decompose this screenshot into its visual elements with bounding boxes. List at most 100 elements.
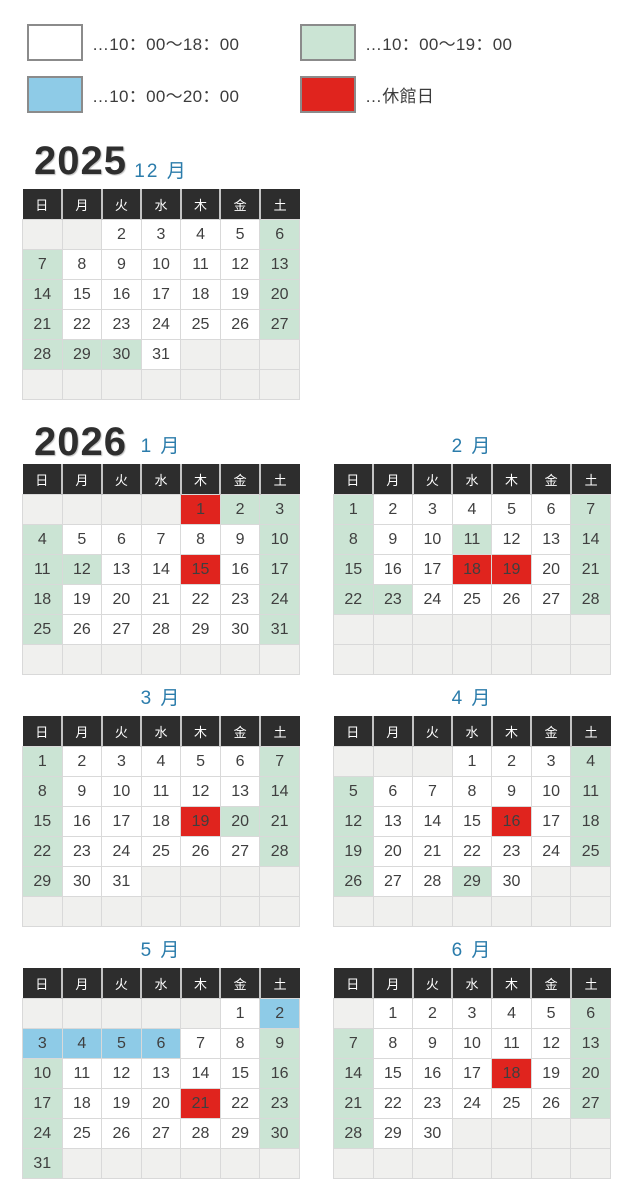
- day-open-19: 8: [333, 524, 374, 555]
- day-open-18: 2: [412, 998, 453, 1029]
- day-open-18: 2: [491, 746, 532, 777]
- day-open-19: 28: [570, 584, 611, 615]
- day-open-18: 3: [101, 746, 142, 777]
- empty-cell: [372, 746, 414, 777]
- day-open-19: 12: [333, 806, 374, 837]
- day-open-18: 11: [491, 1028, 532, 1059]
- day-open-18: 8: [61, 249, 103, 280]
- day-open-18: 16: [372, 554, 414, 585]
- day-open-19: 16: [259, 1058, 300, 1089]
- empty-cell: [61, 219, 103, 250]
- day-open-18: 14: [412, 806, 453, 837]
- day-open-18: 19: [61, 584, 103, 615]
- weekday-header: 土: [569, 968, 611, 999]
- weekday-header: 金: [219, 464, 260, 495]
- empty-cell: [372, 1148, 414, 1179]
- day-open-18: 9: [412, 1028, 453, 1059]
- day-open-18: 17: [140, 279, 182, 310]
- empty-cell: [219, 866, 261, 897]
- day-open-18: 9: [491, 776, 532, 807]
- calendar-february: 2 月 日月火水木金土 1 2 3 4 5 6 7 8 9 10 11 12 13 14 15 16 17 18 19…: [333, 424, 611, 675]
- month-label-june: 6 月: [451, 940, 493, 961]
- day-open-18: 10: [451, 1028, 493, 1059]
- day-open-18: 25: [491, 1088, 532, 1119]
- empty-cell: [61, 644, 103, 675]
- day-open-18: 25: [61, 1118, 103, 1149]
- day-open-18: 19: [530, 1058, 572, 1089]
- weekday-header: 月: [372, 716, 413, 747]
- day-open-19: 6: [259, 219, 300, 250]
- empty-cell: [259, 644, 300, 675]
- weekday-header: 木: [490, 716, 532, 747]
- day-closed: 19: [491, 554, 532, 585]
- weekday-header: 土: [258, 189, 300, 220]
- empty-cell: [101, 1148, 142, 1179]
- empty-cell: [22, 219, 63, 250]
- year-heading-2025: 2025: [34, 139, 127, 183]
- day-open-19: 10: [259, 524, 300, 555]
- day-open-19: 3: [259, 494, 300, 525]
- day-open-18: 16: [101, 279, 142, 310]
- empty-cell: [259, 339, 300, 370]
- day-open-18: 20: [530, 554, 572, 585]
- empty-cell: [180, 644, 221, 675]
- day-open-19: 14: [570, 524, 611, 555]
- section-2025: 2025 12 月 日月火水木金土 2 3 4 5 6 7 8 9 10 11 12 13 14 15 16 1…: [22, 139, 611, 400]
- day-open-18: 22: [451, 836, 493, 867]
- day-open-18: 23: [101, 309, 142, 340]
- calendar-table: 日月火水木金土 1 2 3 4 5 6 7 8 9 10 11 12 13 14 15 16 17 18 19 20 21…: [22, 968, 300, 1179]
- day-open-18: 12: [101, 1058, 142, 1089]
- empty-cell: [101, 998, 142, 1029]
- weekday-header: 火: [100, 464, 142, 495]
- empty-cell: [333, 614, 374, 645]
- empty-cell: [451, 1118, 493, 1149]
- empty-cell: [570, 1148, 611, 1179]
- legend-label-open-20: …10：00〜20：00: [92, 87, 240, 106]
- day-open-19: 21: [22, 309, 63, 340]
- day-open-18: 3: [530, 746, 572, 777]
- empty-cell: [22, 369, 63, 400]
- day-open-18: 31: [140, 339, 182, 370]
- calendar-table-holder-june: 日月火水木金土 1 2 3 4 5 6 7 8 9 10 11 12 13 14 15 16 17 18 19 20 21…: [333, 968, 611, 1179]
- weekday-header: 木: [490, 464, 532, 495]
- weekday-header: 日: [22, 189, 63, 220]
- weekday-header: 金: [530, 464, 571, 495]
- day-open-18: 9: [101, 249, 142, 280]
- day-open-19: 7: [259, 746, 300, 777]
- empty-cell: [61, 896, 103, 927]
- day-open-19: 7: [333, 1028, 374, 1059]
- day-open-18: 20: [101, 584, 142, 615]
- day-open-18: 19: [101, 1088, 142, 1119]
- day-open-18: 9: [372, 524, 414, 555]
- month-label-april: 4 月: [451, 688, 493, 709]
- day-open-18: 22: [219, 1088, 261, 1119]
- day-open-18: 8: [219, 1028, 261, 1059]
- day-open-19: 7: [570, 494, 611, 525]
- calendar-table: 日月火水木金土 2 3 4 5 6 7 8 9 10 11 12 13 14 15 16 17 18 19 20 21 2…: [22, 189, 300, 400]
- day-closed: 19: [180, 806, 221, 837]
- day-open-18: 25: [451, 584, 493, 615]
- day-closed: 15: [180, 554, 221, 585]
- empty-cell: [22, 998, 63, 1029]
- day-open-18: 14: [180, 1058, 221, 1089]
- legend-item-open-19: …10：00〜19：00: [300, 24, 512, 61]
- day-open-18: 16: [219, 554, 261, 585]
- day-open-18: 19: [219, 279, 261, 310]
- weekday-header: 日: [333, 464, 374, 495]
- day-open-18: 7: [412, 776, 453, 807]
- weekday-header: 月: [61, 189, 102, 220]
- day-open-19: 11: [451, 524, 493, 555]
- weekday-header: 日: [22, 464, 63, 495]
- day-open-18: 17: [101, 806, 142, 837]
- day-open-18: 15: [451, 806, 493, 837]
- empty-cell: [491, 896, 532, 927]
- day-open-20: 4: [61, 1028, 103, 1059]
- day-open-19: 6: [570, 998, 611, 1029]
- empty-cell: [412, 644, 453, 675]
- day-open-18: 28: [180, 1118, 221, 1149]
- day-open-18: 25: [140, 836, 182, 867]
- day-open-18: 13: [140, 1058, 182, 1089]
- empty-cell: [570, 614, 611, 645]
- day-open-18: 13: [530, 524, 572, 555]
- day-open-18: 22: [372, 1088, 414, 1119]
